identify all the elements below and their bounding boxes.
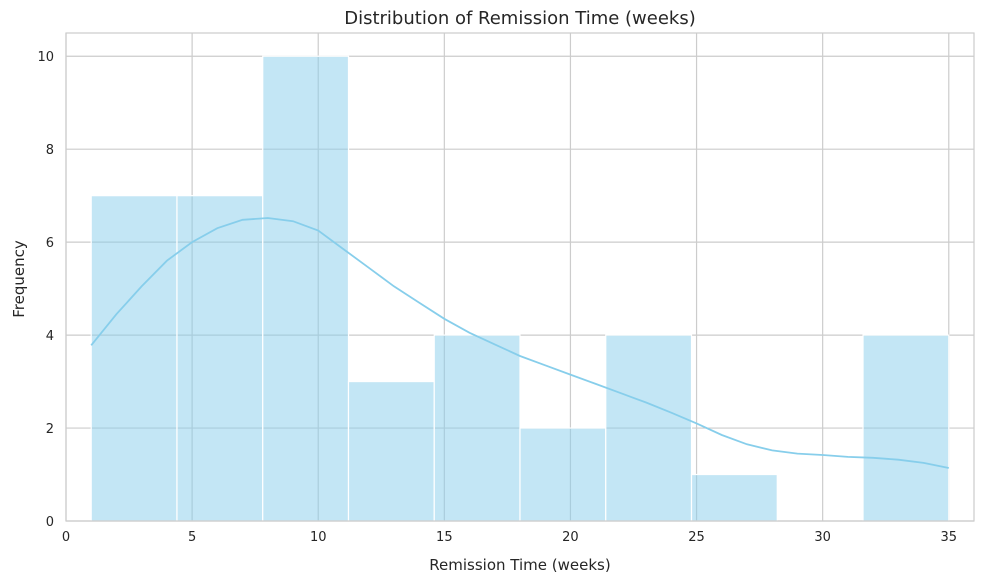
y-tick-label: 0: [46, 515, 54, 530]
histogram-bar: [690, 473, 778, 522]
histogram-bar: [433, 334, 521, 522]
x-tick-label: 0: [62, 530, 70, 545]
x-tick-label: 20: [562, 530, 579, 545]
histogram-bar: [605, 334, 693, 522]
x-tick-label: 15: [436, 530, 453, 545]
x-tick-label: 5: [188, 530, 196, 545]
histogram-bar: [90, 195, 178, 522]
x-axis-label: Remission Time (weeks): [429, 556, 610, 574]
histogram-bars: [90, 55, 950, 522]
chart-title: Distribution of Remission Time (weeks): [344, 8, 696, 29]
x-tick-label: 30: [814, 530, 831, 545]
x-tick-label: 25: [688, 530, 705, 545]
y-tick-labels: 0 2 4 6 8 10: [37, 50, 54, 530]
y-tick-label: 8: [46, 143, 54, 158]
histogram-bar: [262, 55, 350, 522]
x-tick-labels: 0 5 10 15 20 25 30 35: [62, 530, 957, 545]
plot-frame: [65, 32, 975, 522]
x-tick-label: 10: [310, 530, 327, 545]
histogram-bar: [347, 380, 435, 522]
y-tick-label: 10: [37, 50, 54, 65]
y-axis-label: Frequency: [10, 240, 28, 318]
y-tick-label: 2: [46, 422, 54, 437]
x-tick-label: 35: [941, 530, 958, 545]
y-tick-label: 6: [46, 236, 54, 251]
histogram-bar: [519, 427, 607, 522]
kde-line: [90, 217, 949, 469]
histogram-bar: [862, 334, 950, 522]
histogram-bar: [176, 195, 264, 522]
y-tick-label: 4: [46, 329, 54, 344]
